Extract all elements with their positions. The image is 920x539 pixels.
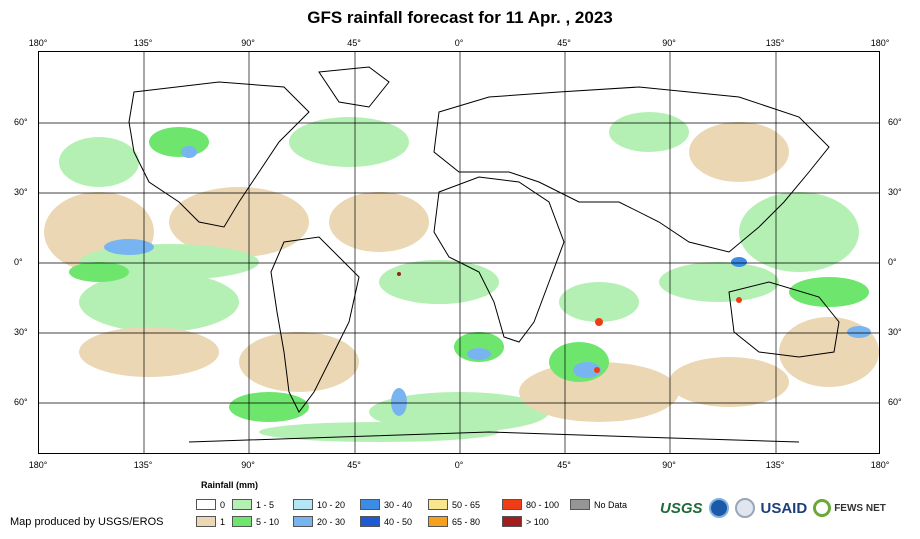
legend-item: 65 - 80 — [428, 516, 480, 527]
lon-tick-bottom: 180° — [870, 460, 890, 470]
legend-item: No Data — [570, 499, 627, 510]
legend-swatch — [360, 516, 380, 527]
legend-item: 10 - 20 — [293, 499, 345, 510]
legend-swatch — [502, 516, 522, 527]
lon-tick-bottom: 45° — [347, 460, 361, 470]
graticule — [39, 52, 879, 453]
legend-swatch — [428, 516, 448, 527]
lat-tick-left: 60° — [14, 117, 28, 127]
usgs-logo: USGS — [660, 499, 703, 517]
legend-label: 30 - 40 — [384, 499, 413, 510]
lat-tick-right: 30° — [888, 327, 902, 337]
lon-tick-top: 135° — [133, 38, 153, 48]
lon-tick-bottom: 45° — [557, 460, 571, 470]
legend-item: 40 - 50 — [360, 516, 412, 527]
lat-tick-left: 30° — [14, 187, 28, 197]
legend-item: 1 - 5 — [232, 499, 274, 510]
lon-tick-top: 45° — [347, 38, 361, 48]
lon-tick-top: 180° — [28, 38, 48, 48]
legend-swatch — [428, 499, 448, 510]
legend-item: 5 - 10 — [232, 516, 279, 527]
legend-item: 0 — [196, 499, 225, 510]
legend-swatch — [570, 499, 590, 510]
noaa-logo-icon — [708, 498, 729, 518]
legend-swatch — [232, 499, 252, 510]
lat-tick-right: 0° — [888, 257, 897, 267]
map-title: GFS rainfall forecast for 11 Apr. , 2023 — [307, 8, 613, 27]
lon-tick-top: 90° — [662, 38, 676, 48]
usaid-logo: USAID — [760, 499, 808, 517]
legend-swatch — [293, 516, 313, 527]
legend-label: 1 — [220, 516, 226, 527]
legend-label: 80 - 100 — [526, 499, 560, 510]
lat-tick-left: 0° — [14, 257, 23, 267]
legend-label: > 100 — [526, 516, 549, 527]
legend-swatch — [502, 499, 522, 510]
legend-item: 80 - 100 — [502, 499, 559, 510]
lon-tick-top: 90° — [241, 38, 255, 48]
fews-net-logo: FEWS NET — [813, 499, 886, 517]
fews-net-label: FEWS NET — [834, 502, 886, 514]
lon-tick-top: 0° — [454, 38, 464, 48]
lon-tick-bottom: 135° — [133, 460, 153, 470]
legend-swatch — [293, 499, 313, 510]
lat-tick-left: 60° — [14, 397, 28, 407]
lon-tick-bottom: 90° — [662, 460, 676, 470]
legend-item: 30 - 40 — [360, 499, 412, 510]
legend-item: 20 - 30 — [293, 516, 345, 527]
lat-tick-right: 60° — [888, 117, 902, 127]
coastlines — [128, 66, 840, 443]
legend-label: 0 — [220, 499, 226, 510]
lon-tick-bottom: 0° — [454, 460, 464, 470]
legend-label: 1 - 5 — [256, 499, 275, 510]
legend-label: 65 - 80 — [452, 516, 481, 527]
legend-item: 1 — [196, 516, 225, 527]
legend-item: 50 - 65 — [428, 499, 480, 510]
map-svg — [39, 52, 879, 453]
lon-tick-bottom: 90° — [241, 460, 255, 470]
lat-tick-right: 30° — [888, 187, 902, 197]
legend-swatch — [360, 499, 380, 510]
lon-tick-top: 45° — [557, 38, 571, 48]
lat-tick-left: 30° — [14, 327, 28, 337]
legend-label: 40 - 50 — [384, 516, 413, 527]
legend-label: 20 - 30 — [317, 516, 346, 527]
rainfall-map — [38, 51, 880, 454]
lon-tick-bottom: 135° — [765, 460, 785, 470]
lat-tick-right: 60° — [888, 397, 902, 407]
rainfall-fields — [44, 112, 879, 442]
legend-label: No Data — [594, 499, 628, 510]
lon-tick-top: 135° — [765, 38, 785, 48]
lon-tick-bottom: 180° — [28, 460, 48, 470]
lon-tick-top: 180° — [870, 38, 890, 48]
legend-swatch — [196, 516, 216, 527]
legend-item: > 100 — [502, 516, 549, 527]
usda-seal-icon — [734, 498, 755, 518]
legend-swatch — [196, 499, 216, 510]
fews-net-icon — [813, 499, 832, 517]
legend-label: 10 - 20 — [317, 499, 346, 510]
legend-title: Rainfall (mm) — [201, 480, 259, 490]
legend-swatch — [232, 516, 252, 527]
legend-label: 5 - 10 — [256, 516, 280, 527]
map-credit: Map produced by USGS/EROS — [10, 516, 164, 528]
partner-logos: USGS USAID FEWS NET — [660, 498, 886, 518]
legend-label: 50 - 65 — [452, 499, 481, 510]
